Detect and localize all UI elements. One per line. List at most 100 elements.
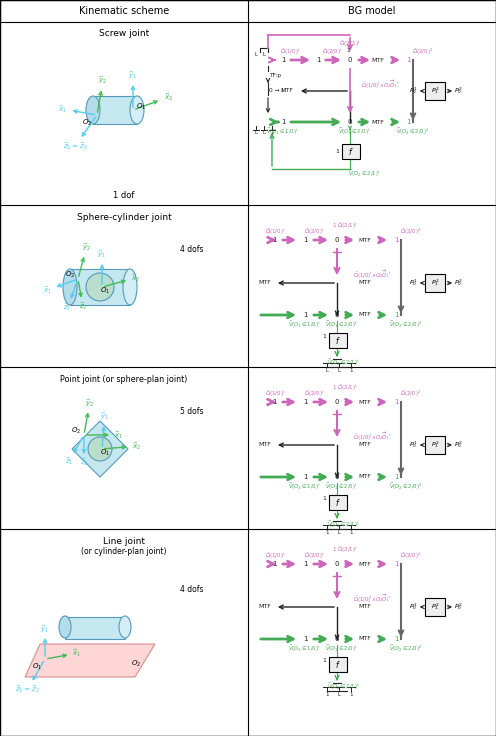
Bar (329, 495, 347, 510)
Text: $\vec{z}_1$: $\vec{z}_1$ (63, 301, 72, 313)
Text: MTF: MTF (280, 88, 293, 93)
Text: 0: 0 (335, 636, 339, 642)
Text: $\hat{\Omega}(1/0)^t{\wedge}\overrightarrow{O_2O_1}^t$: $\hat{\Omega}(1/0)^t{\wedge}\overrightar… (361, 79, 399, 91)
Text: 4 dofs: 4 dofs (180, 246, 203, 255)
Text: $O_1$: $O_1$ (32, 662, 42, 672)
Text: BG model: BG model (348, 6, 396, 16)
Text: $\hat{\Omega}(2/0)^t$: $\hat{\Omega}(2/0)^t$ (305, 227, 325, 237)
Bar (329, 657, 347, 672)
Text: $\vec{x}_2$: $\vec{x}_2$ (132, 440, 141, 452)
Text: $P_0^2$: $P_0^2$ (454, 85, 462, 96)
Text: $1\ \hat{\Omega}(2/1)^t$: $1\ \hat{\Omega}(2/1)^t$ (332, 383, 358, 393)
Text: Sphere-cylinder joint: Sphere-cylinder joint (76, 213, 172, 222)
Text: $\hat{\Omega}(2/0)^2$: $\hat{\Omega}(2/0)^2$ (400, 227, 422, 237)
Text: 0: 0 (335, 237, 339, 243)
Text: $\hat{\Omega}(2/0)^2$: $\hat{\Omega}(2/0)^2$ (400, 551, 422, 562)
Text: $\vec{V}(O_2{\in}2/1)^t$: $\vec{V}(O_2{\in}2/1)^t$ (327, 682, 360, 693)
Text: $P_1^2$: $P_1^2$ (431, 601, 439, 612)
Polygon shape (25, 644, 155, 677)
Text: $O_2$: $O_2$ (65, 270, 75, 280)
Text: L: L (337, 693, 340, 698)
Text: L: L (262, 52, 265, 57)
Ellipse shape (86, 96, 100, 124)
Text: $P_0^1$: $P_0^1$ (409, 601, 417, 612)
Text: $f$: $f$ (348, 146, 354, 157)
Text: 1: 1 (270, 130, 274, 135)
Text: $f$: $f$ (335, 335, 341, 346)
Text: TF:p: TF:p (269, 73, 281, 77)
Text: $\vec{V}(O_2{\in}2/1)^t$: $\vec{V}(O_2{\in}2/1)^t$ (349, 169, 381, 180)
Text: $\vec{V}(O_1{\in}2/0)^t$: $\vec{V}(O_1{\in}2/0)^t$ (338, 127, 372, 138)
Text: (or cylinder-plan joint): (or cylinder-plan joint) (81, 547, 167, 556)
Text: $\hat{\Omega}(1/0)^t$: $\hat{\Omega}(1/0)^t$ (265, 551, 286, 562)
Bar (425, 82, 445, 100)
Text: 0: 0 (335, 474, 339, 480)
Circle shape (88, 437, 112, 461)
Text: 1: 1 (272, 399, 276, 405)
Ellipse shape (130, 96, 144, 124)
Bar (0, 0, 496, 22)
Text: $\vec{V}(O_1{\in}1/0)^t$: $\vec{V}(O_1{\in}1/0)^t$ (266, 127, 300, 138)
Text: 0: 0 (348, 57, 352, 63)
Text: Kinematic scheme: Kinematic scheme (79, 6, 169, 16)
Text: $P_0^1$: $P_0^1$ (409, 439, 417, 450)
Text: $O_1$: $O_1$ (100, 286, 110, 296)
Text: 0: 0 (348, 119, 352, 125)
Text: $\vec{y}_2$: $\vec{y}_2$ (99, 74, 108, 86)
Text: 5 dofs: 5 dofs (180, 408, 203, 417)
Text: 1: 1 (303, 636, 307, 642)
Text: $P_1^2$: $P_1^2$ (431, 85, 439, 96)
Ellipse shape (63, 269, 77, 305)
Text: MTF: MTF (258, 280, 271, 286)
Text: 1: 1 (394, 636, 398, 642)
Text: $\hat{\Omega}(2/1)^t$: $\hat{\Omega}(2/1)^t$ (339, 38, 361, 49)
Text: L: L (262, 130, 265, 135)
Text: 1: 1 (349, 693, 353, 698)
Text: $P_1^2$: $P_1^2$ (431, 439, 439, 450)
Text: $O_2$: $O_2$ (131, 659, 141, 669)
Text: $\vec{y}_2$: $\vec{y}_2$ (82, 241, 91, 253)
Bar (65, 617, 125, 639)
Bar (70, 269, 130, 305)
Text: $\hat{\Omega}(2/0)^2$: $\hat{\Omega}(2/0)^2$ (400, 389, 422, 400)
Text: MTF: MTF (359, 475, 372, 479)
Text: 1: 1 (272, 237, 276, 243)
Bar (93, 96, 137, 124)
Text: $\vec{z}_2$: $\vec{z}_2$ (80, 456, 88, 468)
Text: 1: 1 (322, 497, 326, 501)
Text: $\hat{\Omega}(1/0)^t$: $\hat{\Omega}(1/0)^t$ (265, 389, 286, 400)
Text: $P_0^2$: $P_0^2$ (454, 601, 462, 612)
Circle shape (86, 273, 114, 301)
Text: $P_0^1$: $P_0^1$ (409, 85, 417, 96)
Bar (425, 436, 445, 454)
Text: $\hat{\Omega}(1/0)^t{\wedge}\overrightarrow{O_2O_1}^t$: $\hat{\Omega}(1/0)^t{\wedge}\overrightar… (353, 269, 391, 281)
Text: $\vec{x}_2$: $\vec{x}_2$ (131, 272, 140, 284)
Text: MTF: MTF (359, 280, 372, 286)
Text: $\vec{x}_1$: $\vec{x}_1$ (58, 103, 67, 115)
Text: 1: 1 (303, 312, 307, 318)
Bar (425, 598, 445, 616)
Text: $\vec{x}_1$: $\vec{x}_1$ (115, 429, 124, 441)
Text: $\hat{\Omega}(2/0)^2$: $\hat{\Omega}(2/0)^2$ (412, 46, 434, 57)
Text: 1: 1 (322, 334, 326, 339)
Text: MTF: MTF (359, 442, 372, 447)
Text: $\vec{y}_1$: $\vec{y}_1$ (128, 69, 137, 81)
Text: 1 dof: 1 dof (113, 191, 135, 199)
Text: MTF: MTF (258, 604, 271, 609)
Ellipse shape (123, 269, 137, 305)
Text: $\vec{z}_2$: $\vec{z}_2$ (78, 300, 87, 312)
Text: $\vec{V}(O_1{\in}1/0)^t$: $\vec{V}(O_1{\in}1/0)^t$ (289, 481, 321, 492)
Text: $O_2$: $O_2$ (71, 426, 81, 436)
Text: $P_0^1$: $P_0^1$ (409, 277, 417, 289)
Text: $\hat{\Omega}(1/0)^t{\wedge}\overrightarrow{O_2O_1}^t$: $\hat{\Omega}(1/0)^t{\wedge}\overrightar… (353, 593, 391, 605)
Polygon shape (72, 421, 128, 477)
Text: $1\ \hat{\Omega}(2/1)^t$: $1\ \hat{\Omega}(2/1)^t$ (332, 221, 358, 231)
Text: 1: 1 (281, 57, 285, 63)
Text: $\vec{z}_1{=}\vec{z}_2$: $\vec{z}_1{=}\vec{z}_2$ (63, 140, 88, 152)
Text: 1: 1 (349, 531, 353, 536)
Text: 4 dofs: 4 dofs (180, 584, 203, 593)
Text: 1: 1 (325, 693, 329, 698)
Text: Point joint (or sphere-plan joint): Point joint (or sphere-plan joint) (61, 375, 187, 383)
Text: 1: 1 (335, 149, 339, 154)
Text: 0: 0 (335, 561, 339, 567)
